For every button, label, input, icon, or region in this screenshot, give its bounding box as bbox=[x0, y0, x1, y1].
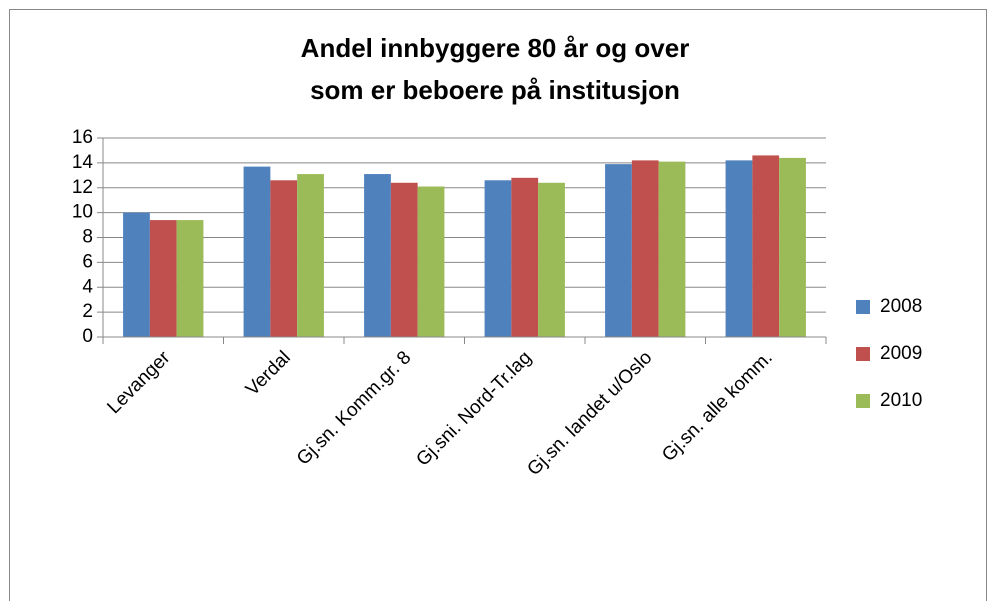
bar bbox=[243, 166, 271, 337]
bar bbox=[417, 186, 445, 337]
bar bbox=[297, 174, 324, 337]
legend-label: 2008 bbox=[880, 296, 922, 317]
bar bbox=[538, 182, 565, 337]
chart-title: Andel innbyggere 80 år og over bbox=[301, 33, 690, 63]
y-tick-label: 2 bbox=[82, 301, 93, 322]
y-tick-label: 4 bbox=[82, 276, 93, 297]
bar bbox=[149, 220, 177, 337]
bar bbox=[631, 160, 659, 337]
legend-label: 2010 bbox=[880, 390, 922, 411]
bar bbox=[658, 161, 686, 337]
bar bbox=[605, 164, 632, 337]
legend-swatch bbox=[856, 347, 870, 361]
bar bbox=[725, 160, 753, 337]
y-tick-label: 16 bbox=[72, 127, 93, 148]
legend-label: 2009 bbox=[880, 343, 922, 364]
bar bbox=[176, 220, 204, 337]
bar bbox=[390, 182, 418, 337]
bar bbox=[270, 180, 298, 337]
bar bbox=[511, 177, 539, 337]
legend-swatch bbox=[856, 394, 870, 408]
y-tick-label: 6 bbox=[82, 251, 93, 272]
y-tick-label: 0 bbox=[82, 326, 93, 347]
y-tick-label: 12 bbox=[72, 177, 93, 198]
bar bbox=[364, 174, 391, 337]
y-tick-label: 14 bbox=[72, 152, 94, 173]
bar bbox=[484, 180, 512, 337]
chart-title: som er beboere på institusjon bbox=[310, 75, 680, 105]
bar bbox=[779, 157, 806, 337]
bar bbox=[752, 155, 780, 337]
y-tick-label: 8 bbox=[82, 227, 93, 248]
y-tick-label: 10 bbox=[72, 202, 93, 223]
legend-swatch bbox=[856, 300, 870, 314]
bar bbox=[123, 212, 150, 337]
